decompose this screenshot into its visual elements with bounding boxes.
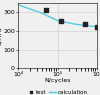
- test: [96, 26, 98, 28]
- test: [60, 20, 61, 21]
- calculation: [17, 4, 19, 5]
- calculation: [57, 20, 58, 21]
- test: [45, 10, 46, 11]
- calculation: [76, 24, 77, 25]
- test: [84, 24, 86, 25]
- calculation: [96, 26, 98, 27]
- Line: calculation: calculation: [18, 5, 97, 27]
- X-axis label: N/cycles: N/cycles: [44, 78, 71, 83]
- calculation: [88, 25, 89, 26]
- calculation: [41, 13, 42, 14]
- Legend: test, calculation: test, calculation: [28, 89, 88, 95]
- Y-axis label: σ/MPa: σ/MPa: [0, 26, 2, 45]
